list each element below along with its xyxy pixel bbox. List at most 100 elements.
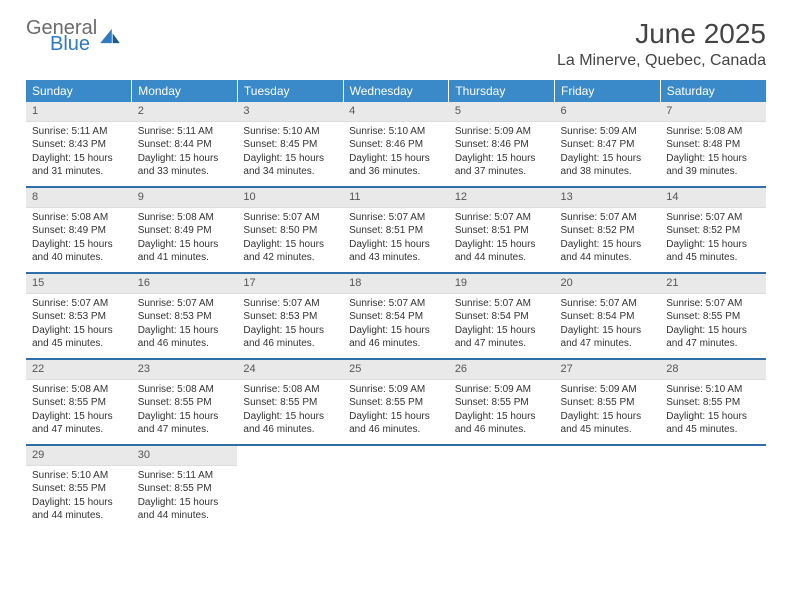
sunrise-line: Sunrise: 5:09 AM <box>455 383 549 397</box>
weekday-header: Tuesday <box>237 80 343 102</box>
sunrise-line: Sunrise: 5:08 AM <box>32 383 126 397</box>
calendar-day-cell: 27Sunrise: 5:09 AMSunset: 8:55 PMDayligh… <box>555 359 661 445</box>
daylight-line-2: and 39 minutes. <box>666 165 760 179</box>
daylight-line: Daylight: 15 hours <box>243 410 337 424</box>
day-number: 13 <box>555 188 661 208</box>
calendar-day-cell: 14Sunrise: 5:07 AMSunset: 8:52 PMDayligh… <box>660 187 766 273</box>
daylight-line: Daylight: 15 hours <box>349 152 443 166</box>
calendar-day-cell <box>555 445 661 530</box>
sunset-line: Sunset: 8:50 PM <box>243 224 337 238</box>
day-number: 20 <box>555 274 661 294</box>
calendar-day-cell: 10Sunrise: 5:07 AMSunset: 8:50 PMDayligh… <box>237 187 343 273</box>
calendar-body: 1Sunrise: 5:11 AMSunset: 8:43 PMDaylight… <box>26 102 766 530</box>
sunrise-line: Sunrise: 5:07 AM <box>666 297 760 311</box>
day-details: Sunrise: 5:11 AMSunset: 8:55 PMDaylight:… <box>132 466 238 527</box>
day-number: 7 <box>660 102 766 122</box>
daylight-line: Daylight: 15 hours <box>561 410 655 424</box>
calendar-day-cell: 21Sunrise: 5:07 AMSunset: 8:55 PMDayligh… <box>660 273 766 359</box>
day-number: 5 <box>449 102 555 122</box>
day-number: 30 <box>132 446 238 466</box>
sunset-line: Sunset: 8:45 PM <box>243 138 337 152</box>
sunrise-line: Sunrise: 5:07 AM <box>138 297 232 311</box>
daylight-line-2: and 44 minutes. <box>455 251 549 265</box>
calendar-day-cell: 30Sunrise: 5:11 AMSunset: 8:55 PMDayligh… <box>132 445 238 530</box>
daylight-line: Daylight: 15 hours <box>455 410 549 424</box>
daylight-line-2: and 45 minutes. <box>32 337 126 351</box>
sunset-line: Sunset: 8:48 PM <box>666 138 760 152</box>
calendar-day-cell: 6Sunrise: 5:09 AMSunset: 8:47 PMDaylight… <box>555 102 661 187</box>
sunrise-line: Sunrise: 5:09 AM <box>455 125 549 139</box>
daylight-line: Daylight: 15 hours <box>243 152 337 166</box>
daylight-line: Daylight: 15 hours <box>32 496 126 510</box>
daylight-line-2: and 37 minutes. <box>455 165 549 179</box>
calendar-day-cell: 20Sunrise: 5:07 AMSunset: 8:54 PMDayligh… <box>555 273 661 359</box>
calendar-day-cell: 2Sunrise: 5:11 AMSunset: 8:44 PMDaylight… <box>132 102 238 187</box>
calendar-day-cell: 23Sunrise: 5:08 AMSunset: 8:55 PMDayligh… <box>132 359 238 445</box>
daylight-line: Daylight: 15 hours <box>561 152 655 166</box>
sunrise-line: Sunrise: 5:09 AM <box>561 125 655 139</box>
daylight-line-2: and 47 minutes. <box>561 337 655 351</box>
sunset-line: Sunset: 8:55 PM <box>243 396 337 410</box>
day-number: 15 <box>26 274 132 294</box>
calendar-week-row: 8Sunrise: 5:08 AMSunset: 8:49 PMDaylight… <box>26 187 766 273</box>
day-number: 4 <box>343 102 449 122</box>
calendar-day-cell: 5Sunrise: 5:09 AMSunset: 8:46 PMDaylight… <box>449 102 555 187</box>
sunset-line: Sunset: 8:51 PM <box>349 224 443 238</box>
day-details: Sunrise: 5:07 AMSunset: 8:53 PMDaylight:… <box>26 294 132 355</box>
sunset-line: Sunset: 8:49 PM <box>138 224 232 238</box>
sunrise-line: Sunrise: 5:07 AM <box>455 211 549 225</box>
day-details: Sunrise: 5:09 AMSunset: 8:55 PMDaylight:… <box>343 380 449 441</box>
location-text: La Minerve, Quebec, Canada <box>557 52 766 70</box>
daylight-line: Daylight: 15 hours <box>138 410 232 424</box>
day-details: Sunrise: 5:07 AMSunset: 8:51 PMDaylight:… <box>343 208 449 269</box>
day-details: Sunrise: 5:09 AMSunset: 8:55 PMDaylight:… <box>449 380 555 441</box>
day-number: 11 <box>343 188 449 208</box>
daylight-line-2: and 45 minutes. <box>666 251 760 265</box>
sunrise-line: Sunrise: 5:08 AM <box>32 211 126 225</box>
daylight-line-2: and 46 minutes. <box>243 423 337 437</box>
daylight-line-2: and 44 minutes. <box>138 509 232 523</box>
sunrise-line: Sunrise: 5:07 AM <box>455 297 549 311</box>
calendar-week-row: 15Sunrise: 5:07 AMSunset: 8:53 PMDayligh… <box>26 273 766 359</box>
daylight-line: Daylight: 15 hours <box>666 238 760 252</box>
sunrise-line: Sunrise: 5:07 AM <box>666 211 760 225</box>
calendar-day-cell <box>343 445 449 530</box>
day-details: Sunrise: 5:07 AMSunset: 8:53 PMDaylight:… <box>237 294 343 355</box>
calendar-day-cell: 17Sunrise: 5:07 AMSunset: 8:53 PMDayligh… <box>237 273 343 359</box>
day-details: Sunrise: 5:09 AMSunset: 8:55 PMDaylight:… <box>555 380 661 441</box>
daylight-line-2: and 47 minutes. <box>138 423 232 437</box>
day-number: 24 <box>237 360 343 380</box>
brand-text: General Blue <box>26 18 97 54</box>
daylight-line-2: and 46 minutes. <box>349 423 443 437</box>
calendar-day-cell: 1Sunrise: 5:11 AMSunset: 8:43 PMDaylight… <box>26 102 132 187</box>
day-details: Sunrise: 5:07 AMSunset: 8:52 PMDaylight:… <box>555 208 661 269</box>
daylight-line: Daylight: 15 hours <box>666 152 760 166</box>
daylight-line: Daylight: 15 hours <box>32 238 126 252</box>
sunrise-line: Sunrise: 5:07 AM <box>349 297 443 311</box>
calendar-day-cell: 9Sunrise: 5:08 AMSunset: 8:49 PMDaylight… <box>132 187 238 273</box>
sunset-line: Sunset: 8:46 PM <box>455 138 549 152</box>
sunset-line: Sunset: 8:54 PM <box>455 310 549 324</box>
daylight-line: Daylight: 15 hours <box>32 152 126 166</box>
daylight-line: Daylight: 15 hours <box>455 238 549 252</box>
sunset-line: Sunset: 8:54 PM <box>349 310 443 324</box>
sunset-line: Sunset: 8:43 PM <box>32 138 126 152</box>
calendar-header-row: SundayMondayTuesdayWednesdayThursdayFrid… <box>26 80 766 102</box>
daylight-line: Daylight: 15 hours <box>138 238 232 252</box>
sunset-line: Sunset: 8:55 PM <box>32 482 126 496</box>
daylight-line: Daylight: 15 hours <box>349 238 443 252</box>
day-number: 21 <box>660 274 766 294</box>
sunset-line: Sunset: 8:55 PM <box>666 310 760 324</box>
sunset-line: Sunset: 8:52 PM <box>561 224 655 238</box>
day-details: Sunrise: 5:11 AMSunset: 8:43 PMDaylight:… <box>26 122 132 183</box>
calendar-day-cell: 11Sunrise: 5:07 AMSunset: 8:51 PMDayligh… <box>343 187 449 273</box>
weekday-header: Friday <box>555 80 661 102</box>
day-details: Sunrise: 5:10 AMSunset: 8:55 PMDaylight:… <box>660 380 766 441</box>
day-number: 25 <box>343 360 449 380</box>
calendar-day-cell: 26Sunrise: 5:09 AMSunset: 8:55 PMDayligh… <box>449 359 555 445</box>
daylight-line-2: and 46 minutes. <box>455 423 549 437</box>
day-number: 27 <box>555 360 661 380</box>
sunrise-line: Sunrise: 5:10 AM <box>243 125 337 139</box>
sunrise-line: Sunrise: 5:11 AM <box>138 125 232 139</box>
daylight-line-2: and 47 minutes. <box>455 337 549 351</box>
